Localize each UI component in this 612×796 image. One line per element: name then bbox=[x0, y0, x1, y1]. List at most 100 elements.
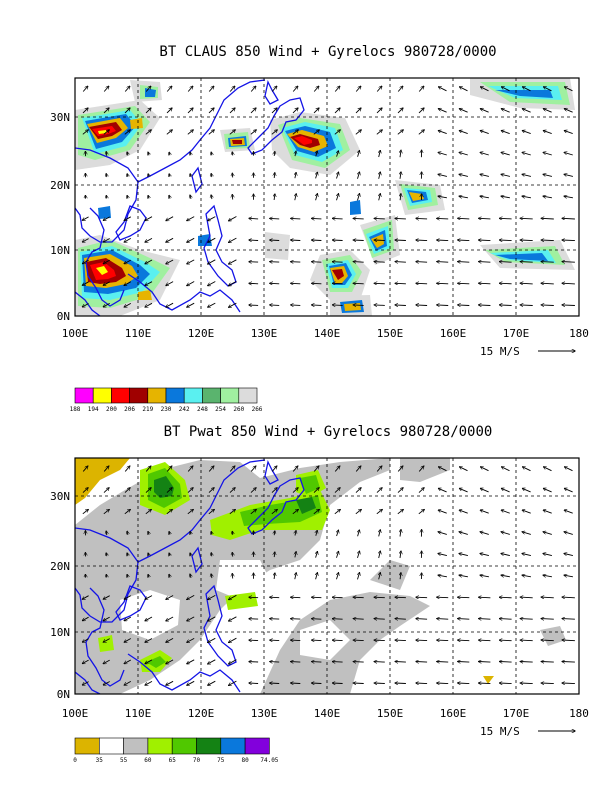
wind-vector-arrow bbox=[332, 597, 342, 598]
wind-vector-arrow bbox=[270, 662, 279, 663]
wind-vector-arrow bbox=[395, 262, 406, 263]
lon-label: 140E bbox=[314, 327, 341, 340]
wind-vector-arrow bbox=[541, 683, 554, 684]
wind-vector-arrow bbox=[249, 640, 258, 641]
cloud-top-field bbox=[75, 78, 579, 316]
wind-vector-arrow bbox=[458, 640, 470, 641]
wind-vector-arrow bbox=[106, 531, 107, 535]
lon-label: 100E bbox=[62, 707, 89, 720]
wind-vector-arrow bbox=[249, 597, 258, 598]
wind-vector-arrow bbox=[437, 218, 448, 219]
wind-vector-arrow bbox=[353, 597, 363, 598]
wind-vector-arrow bbox=[416, 619, 427, 620]
wind-vector-arrow bbox=[353, 662, 363, 663]
lon-label: 170E bbox=[503, 327, 530, 340]
colorbar-tick-label: 242 bbox=[179, 406, 190, 413]
wind-vector-arrow bbox=[270, 640, 279, 641]
wind-vector-arrow bbox=[499, 640, 511, 641]
colorbar-swatch bbox=[239, 388, 257, 403]
wind-vector-arrow bbox=[374, 262, 385, 263]
wind-vector-arrow bbox=[458, 283, 470, 284]
colorbar-tick-label: 188 bbox=[70, 406, 81, 413]
wind-vector-arrow bbox=[374, 305, 385, 306]
panel-claus: BT CLAUS 850 Wind + Gyrelocs 980728/0000 bbox=[50, 44, 589, 413]
colorbar-swatch bbox=[221, 738, 245, 754]
wind-vector-arrow bbox=[312, 597, 322, 598]
lon-label: 180 bbox=[569, 707, 589, 720]
wind-vector-arrow bbox=[437, 640, 448, 641]
colorbar-swatch bbox=[148, 738, 172, 754]
wind-vector-arrow bbox=[291, 218, 301, 219]
wind-vector-arrow bbox=[374, 662, 385, 663]
wind-vector-arrow bbox=[437, 662, 448, 663]
vector-reference-label: 15 M/S bbox=[480, 345, 520, 358]
colorbar-tick-label: 194 bbox=[88, 406, 99, 413]
wind-vector-arrow bbox=[249, 240, 258, 241]
wind-vector-arrow bbox=[211, 532, 212, 535]
wind-vector-arrow bbox=[395, 683, 406, 684]
lat-label: 30N bbox=[50, 490, 70, 503]
wind-vector-arrow bbox=[437, 597, 448, 598]
wind-vector-arrow bbox=[499, 283, 511, 284]
lon-label: 110E bbox=[125, 707, 152, 720]
wind-vector-arrow bbox=[274, 531, 275, 535]
wind-vector-arrow bbox=[211, 553, 212, 557]
wind-vector-arrow bbox=[312, 662, 322, 663]
lon-label: 180 bbox=[569, 327, 589, 340]
wind-vector-arrow bbox=[541, 305, 554, 306]
wind-vector-arrow bbox=[332, 305, 342, 306]
wind-vector-arrow bbox=[374, 683, 385, 684]
wind-vector-arrow bbox=[416, 662, 427, 663]
wind-vector-arrow bbox=[312, 262, 322, 263]
wind-vector-arrow bbox=[274, 152, 275, 156]
wind-vector-arrow bbox=[437, 619, 448, 620]
wind-vector-arrow bbox=[395, 283, 406, 284]
wind-vector-arrow bbox=[499, 683, 511, 684]
wind-vector-arrow bbox=[416, 262, 427, 263]
wind-vector-arrow bbox=[520, 218, 532, 219]
wind-vector-arrow bbox=[270, 218, 279, 219]
lat-label: 10N bbox=[50, 626, 70, 639]
wind-vector-arrow bbox=[395, 640, 406, 641]
wind-vector-arrow bbox=[458, 218, 470, 219]
wind-vector-arrow bbox=[479, 619, 491, 620]
precipitable-water-field bbox=[75, 458, 579, 694]
panel-title: BT Pwat 850 Wind + Gyrelocs 980728/0000 bbox=[164, 424, 493, 440]
wind-vector-arrow bbox=[395, 305, 406, 306]
colorbar-tick-label: 35 bbox=[96, 757, 104, 764]
wind-vector-arrow bbox=[499, 262, 511, 263]
wind-vector-arrow bbox=[395, 218, 406, 219]
wind-vector-arrow bbox=[479, 283, 491, 284]
wind-vector-arrow bbox=[249, 218, 258, 219]
wind-vector-arrow bbox=[353, 262, 363, 263]
wind-vector-arrow bbox=[562, 619, 575, 620]
wind-vector-arrow bbox=[291, 240, 301, 241]
lat-label: 20N bbox=[50, 179, 70, 192]
vector-reference-label: 15 M/S bbox=[480, 725, 520, 738]
wind-vector-arrow bbox=[374, 619, 385, 620]
wind-vector-arrow bbox=[312, 305, 322, 306]
wind-vector-arrow bbox=[374, 640, 385, 641]
wind-vector-arrow bbox=[458, 662, 470, 663]
wind-vector-arrow bbox=[211, 152, 212, 155]
wind-vector-arrow bbox=[541, 262, 554, 263]
wind-vector-arrow bbox=[416, 683, 427, 684]
wind-vector-arrow bbox=[332, 640, 342, 641]
wind-vector-arrow bbox=[291, 597, 301, 598]
wind-vector-arrow bbox=[479, 597, 491, 598]
panel-title: BT CLAUS 850 Wind + Gyrelocs 980728/0000 bbox=[159, 44, 496, 60]
colorbar-tick-label: 260 bbox=[233, 406, 244, 413]
colorbar-tick-label: 200 bbox=[106, 406, 117, 413]
wind-vector-arrow bbox=[437, 262, 448, 263]
colorbar-swatch bbox=[184, 388, 202, 403]
wind-vector-arrow bbox=[270, 597, 279, 598]
colorbar-swatch bbox=[197, 738, 221, 754]
wind-vector-arrow bbox=[291, 683, 301, 684]
wind-vector-arrow bbox=[332, 262, 342, 263]
wind-vector-arrow bbox=[249, 283, 258, 284]
wind-vector-arrow bbox=[291, 662, 301, 663]
wind-vector-arrow bbox=[291, 305, 301, 306]
wind-vector-arrow bbox=[479, 218, 491, 219]
wind-vector-arrow bbox=[416, 597, 427, 598]
